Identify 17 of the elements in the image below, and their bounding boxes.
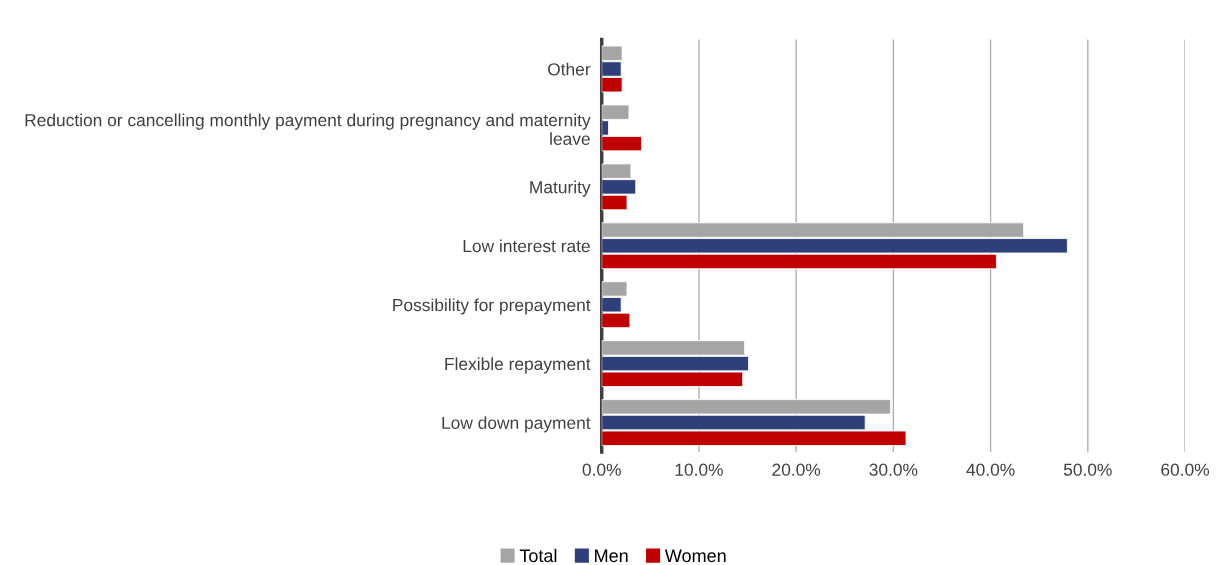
- x-tick-label: 10.0%: [675, 463, 723, 476]
- x-tick-label: 50.0%: [1063, 463, 1112, 476]
- x-tick-label: 0.0%: [582, 463, 621, 476]
- y-tick-label: Other: [548, 62, 591, 76]
- y-tick-label: Low interest rate: [463, 239, 590, 253]
- legend-label: Men: [595, 549, 628, 563]
- x-tick-label: 30.0%: [869, 463, 918, 476]
- y-tick-label: Possibility for prepayment: [393, 298, 591, 315]
- y-tick-label: Flexible repayment: [445, 357, 591, 374]
- y-tick-label: Low down payment: [442, 416, 591, 433]
- legend-label: Women: [664, 549, 726, 563]
- x-tick-label: 40.0%: [966, 463, 1015, 476]
- legend-label: Total: [519, 548, 557, 563]
- x-tick-label: 20.0%: [772, 463, 821, 476]
- y-tick-label: Maturity: [530, 180, 591, 197]
- x-tick-label: 60.0%: [1161, 463, 1210, 476]
- y-tick-label: Reduction or cancelling monthly payment during pregnancy and maternity leave: [25, 113, 591, 145]
